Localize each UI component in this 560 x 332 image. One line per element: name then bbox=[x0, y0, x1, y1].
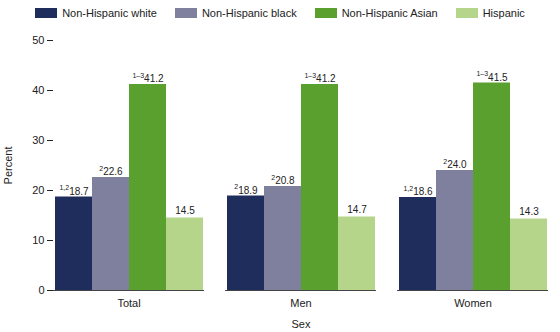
svg-text:1,218.6: 1,218.6 bbox=[403, 185, 433, 198]
svg-text:218.9: 218.9 bbox=[234, 183, 258, 196]
svg-text:20: 20 bbox=[32, 184, 44, 196]
svg-text:1–341.5: 1–341.5 bbox=[476, 70, 508, 83]
svg-text:14.3: 14.3 bbox=[519, 206, 539, 217]
svg-text:1–341.2: 1–341.2 bbox=[132, 72, 164, 85]
svg-text:1,218.7: 1,218.7 bbox=[59, 184, 89, 197]
svg-text:224.0: 224.0 bbox=[443, 158, 467, 171]
svg-text:Total: Total bbox=[117, 297, 140, 309]
svg-text:Women: Women bbox=[454, 297, 492, 309]
svg-text:40: 40 bbox=[32, 84, 44, 96]
html-text:Hispanic: Hispanic bbox=[482, 7, 525, 19]
html-text:Non-Hispanic white: Non-Hispanic white bbox=[62, 7, 157, 19]
svg-text:10: 10 bbox=[32, 234, 44, 246]
svg-text:Percent: Percent bbox=[2, 147, 14, 185]
svg-text:220.8: 220.8 bbox=[271, 174, 295, 187]
svg-text:0: 0 bbox=[38, 284, 44, 296]
svg-text:Sex: Sex bbox=[292, 318, 311, 330]
svg-text:14.7: 14.7 bbox=[347, 204, 367, 215]
svg-text:50: 50 bbox=[32, 34, 44, 46]
svg-text:1–341.2: 1–341.2 bbox=[304, 72, 336, 85]
svg-text:14.5: 14.5 bbox=[175, 205, 195, 216]
html-text:Non-Hispanic Asian: Non-Hispanic Asian bbox=[341, 7, 438, 19]
svg-text:30: 30 bbox=[32, 134, 44, 146]
svg-text:222.6: 222.6 bbox=[99, 165, 123, 178]
html-text:Non-Hispanic black: Non-Hispanic black bbox=[201, 7, 297, 19]
svg-text:Men: Men bbox=[290, 297, 311, 309]
